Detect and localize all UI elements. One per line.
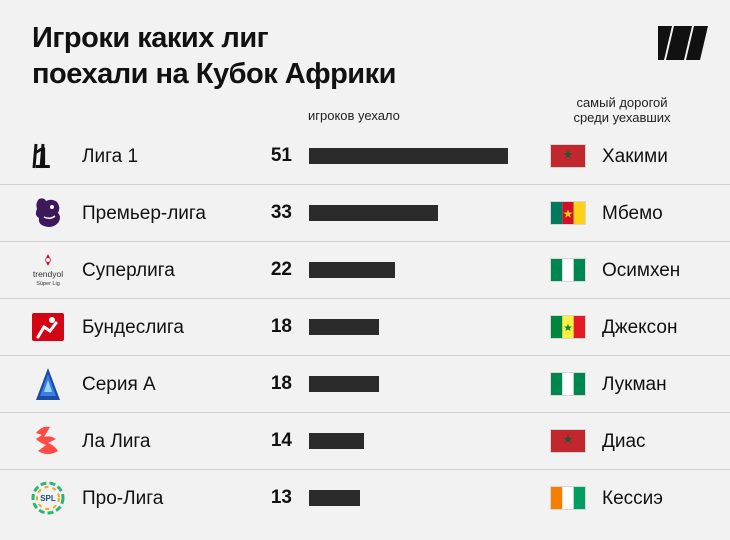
priciest-player-name: Диас: [602, 431, 646, 452]
priciest-player-column-header: самый дорогой среди уехавших: [552, 95, 692, 125]
priciest-player-name: Хакими: [602, 146, 668, 167]
league-table: 1 Лига 1 51 Хакими Премьер-лига 33 Мбемо trendy…: [0, 128, 730, 526]
priciest-header-line-2: среди уехавших: [573, 110, 671, 125]
nigeria-flag: [550, 372, 586, 396]
trendyol-superlig-logo-icon: trendyol Süper Lig: [30, 252, 66, 288]
league-row: Премьер-лига 33 Мбемо: [0, 184, 730, 241]
priciest-player-name: Джексон: [602, 317, 678, 338]
players-bar: [309, 319, 379, 335]
chart-title-line-1: Игроки каких лиг: [32, 22, 269, 54]
chart-title: Игроки каких лиг поехали на Кубок Африки: [32, 20, 396, 92]
premier-league-lion-icon: [30, 195, 66, 231]
players-count-label: 18: [270, 373, 292, 394]
ivory-coast-flag: [550, 486, 586, 510]
bundesliga-logo-icon: [30, 309, 66, 345]
league-row: Ла Лига 14 Диас: [0, 412, 730, 469]
priciest-player-name: Осимхен: [602, 260, 681, 281]
morocco-flag: [550, 429, 586, 453]
league-name: Серия А: [82, 374, 156, 395]
league-name: Про-Лига: [82, 488, 164, 509]
cameroon-flag: [550, 201, 586, 225]
priciest-player-name: Кессиэ: [602, 488, 663, 509]
laliga-logo-icon: [30, 423, 66, 459]
players-bar: [309, 490, 360, 506]
players-count-label: 14: [270, 430, 292, 451]
players-bar: [309, 148, 508, 164]
players-bar: [309, 433, 364, 449]
league-row: trendyol Süper Lig Суперлига 22 Осимхен: [0, 241, 730, 298]
svg-text:SPL: SPL: [40, 494, 56, 503]
priciest-player-name: Лукман: [602, 374, 667, 395]
league-name: Премьер-лига: [82, 203, 206, 224]
league-row: Бундеслига 18 Джексон: [0, 298, 730, 355]
serie-a-logo-icon: [30, 366, 66, 402]
players-bar: [309, 376, 379, 392]
players-count-label: 51: [270, 145, 292, 166]
league-name: Ла Лига: [82, 431, 151, 452]
svg-text:trendyol: trendyol: [33, 269, 63, 279]
league-name: Лига 1: [82, 146, 139, 167]
players-count-label: 18: [270, 316, 292, 337]
league-name: Суперлига: [82, 260, 175, 281]
players-count-label: 33: [270, 202, 292, 223]
brand-logo-icon: [658, 26, 708, 60]
priciest-header-line-1: самый дорогой: [576, 95, 668, 110]
league-row: Серия А 18 Лукман: [0, 355, 730, 412]
saudi-pro-league-logo-icon: SPL: [30, 480, 66, 516]
players-bar: [309, 262, 395, 278]
players-column-header: игроков уехало: [308, 108, 400, 123]
nigeria-flag: [550, 258, 586, 282]
league-row: SPL Про-Лига 13 Кессиэ: [0, 469, 730, 526]
league-row: 1 Лига 1 51 Хакими: [0, 128, 730, 184]
senegal-flag: [550, 315, 586, 339]
players-count-label: 13: [270, 487, 292, 508]
players-bar: [309, 205, 438, 221]
ligue1-logo-icon: 1: [30, 138, 66, 175]
morocco-flag: [550, 144, 586, 168]
league-name: Бундеслига: [82, 317, 184, 338]
svg-text:Süper Lig: Süper Lig: [36, 281, 60, 287]
chart-title-line-2: поехали на Кубок Африки: [32, 58, 396, 90]
priciest-player-name: Мбемо: [602, 203, 663, 224]
players-count-label: 22: [270, 259, 292, 280]
